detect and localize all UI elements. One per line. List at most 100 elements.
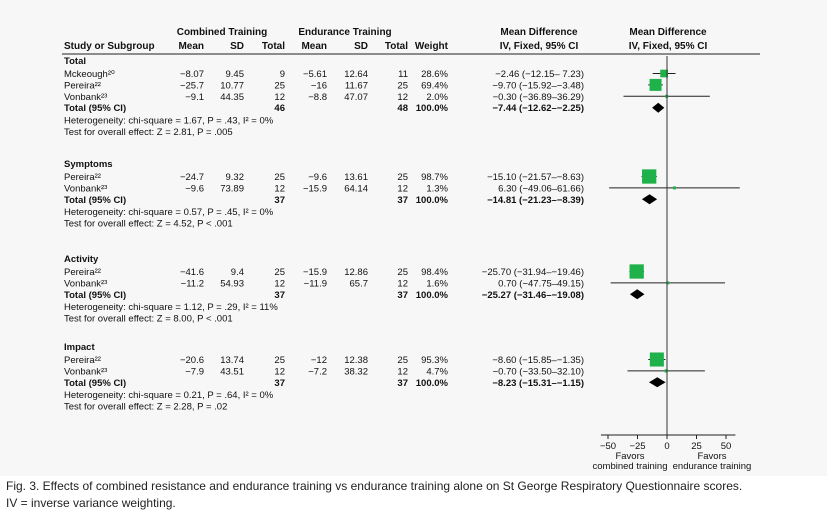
study-label: Pereira²²: [64, 80, 101, 91]
study-square: [672, 186, 676, 190]
header-weight: Weight: [415, 41, 449, 52]
endurance-mean: −9.6: [308, 172, 327, 183]
total-ci: −14.81 (−21.23–−8.39): [487, 195, 584, 206]
table-rows: Total Mckeough²⁰ −8.07 9.45 9 −5.61 12.64 11 28.…: [64, 56, 584, 413]
heterogeneity-text: Heterogeneity: chi-square = 1.12, P = .2…: [64, 302, 278, 313]
endurance-sd: 11.67: [345, 80, 368, 91]
endurance-total: 12: [397, 278, 408, 289]
combined-total: 25: [274, 80, 285, 91]
plot-marks: [609, 56, 740, 435]
overall-effect-text: Test for overall effect: Z = 2.28, P = .…: [64, 402, 227, 413]
total-weight: 100.0%: [416, 195, 449, 206]
endurance-sd: 13.61: [344, 172, 368, 183]
study-label: Pereira²²: [64, 267, 101, 278]
endurance-mean: −5.61: [303, 69, 327, 80]
study-ci: −25.70 (−31.94–−19.46): [482, 267, 584, 278]
study-label: Vonbank²³: [64, 366, 107, 377]
header-e-sd: SD: [354, 41, 368, 52]
endurance-total: 12: [397, 183, 408, 194]
study-ci: 6.30 (−49.06–61.66): [498, 183, 584, 194]
caption-line-2: IV = inverse variance weighting.: [6, 496, 176, 510]
pooled-diamond: [648, 377, 666, 388]
study-label: Vonbank²³: [64, 278, 107, 289]
combined-total: 25: [274, 267, 285, 278]
combined-sd: 13.74: [220, 355, 244, 366]
combined-mean: −25.7: [180, 80, 204, 91]
favors-left-label: Favors: [615, 451, 644, 462]
header-study: Study or Subgroup: [64, 41, 155, 52]
endurance-sd: 64.14: [344, 183, 368, 194]
total-ci: −7.44 (−12.62–−2.25): [492, 103, 584, 114]
study-weight: 69.4%: [421, 80, 448, 91]
total-label: Total (95% CI): [64, 195, 126, 206]
total-endurance-n: 37: [397, 290, 408, 301]
endurance-total: 25: [397, 355, 408, 366]
header-mean-difference-2: Mean Difference: [629, 27, 707, 38]
combined-mean: −8.07: [180, 69, 204, 80]
study-weight: 98.4%: [421, 267, 448, 278]
study-label: Mckeough²⁰: [64, 69, 115, 80]
caption-line-1: Fig. 3. Effects of combined resistance a…: [6, 479, 743, 493]
total-ci: −8.23 (−15.31–−1.15): [492, 378, 584, 389]
header-combined: Combined Training: [177, 27, 268, 38]
combined-sd: 54.93: [220, 278, 244, 289]
header-endurance: Endurance Training: [298, 27, 391, 38]
combined-mean: −24.7: [180, 172, 204, 183]
total-label: Total (95% CI): [64, 378, 126, 389]
favors-right-label: Favors: [697, 451, 726, 462]
header-c-total: Total: [262, 41, 285, 52]
pooled-diamond: [641, 194, 658, 205]
overall-effect-text: Test for overall effect: Z = 8.00, P < .…: [64, 314, 233, 325]
total-weight: 100.0%: [416, 290, 449, 301]
total-ci: −25.27 (−31.46–−19.08): [482, 290, 584, 301]
study-label: Pereira²²: [64, 172, 101, 183]
combined-mean: −20.6: [180, 355, 204, 366]
combined-sd: 10.77: [220, 80, 244, 91]
heterogeneity-text: Heterogeneity: chi-square = 0.21, P = .6…: [64, 390, 274, 401]
combined-total: 12: [274, 183, 285, 194]
group-heading: Activity: [64, 254, 99, 265]
header-e-mean: Mean: [301, 41, 327, 52]
endurance-sd: 12.64: [344, 69, 368, 80]
study-weight: 95.3%: [421, 355, 448, 366]
combined-sd: 9.32: [226, 172, 245, 183]
endurance-mean: −11.9: [304, 278, 327, 289]
endurance-total: 25: [397, 267, 408, 278]
favors-right-label: endurance training: [673, 461, 752, 472]
study-ci: −8.60 (−15.85–−1.35): [492, 355, 584, 366]
axis-tick-label: −50: [600, 441, 616, 452]
endurance-sd: 47.07: [344, 92, 368, 103]
combined-mean: −41.6: [180, 267, 204, 278]
total-combined-n: 37: [274, 378, 285, 389]
study-weight: 98.7%: [421, 172, 448, 183]
combined-mean: −9.6: [185, 183, 204, 194]
study-label: Vonbank²³: [64, 92, 107, 103]
combined-total: 12: [274, 366, 285, 377]
combined-sd: 44.35: [220, 92, 244, 103]
endurance-total: 25: [397, 172, 408, 183]
favors-left-label: combined training: [593, 461, 668, 472]
axis-tick-label: 50: [721, 441, 732, 452]
axis-tick-label: −25: [629, 441, 645, 452]
combined-total: 12: [274, 278, 285, 289]
group-heading: Symptoms: [64, 159, 113, 170]
endurance-sd: 12.86: [344, 267, 368, 278]
header-method-2: IV, Fixed, 95% CI: [629, 41, 708, 52]
combined-sd: 9.45: [226, 69, 245, 80]
study-ci: −15.10 (−21.57–−8.63): [487, 172, 584, 183]
overall-effect-text: Test for overall effect: Z = 2.81, P = .…: [64, 127, 233, 138]
heterogeneity-text: Heterogeneity: chi-square = 0.57, P = .4…: [64, 207, 274, 218]
heterogeneity-text: Heterogeneity: chi-square = 1.67, P = .4…: [64, 116, 274, 127]
study-square: [664, 369, 668, 373]
total-endurance-n: 48: [397, 103, 408, 114]
endurance-total: 12: [397, 92, 408, 103]
endurance-sd: 65.7: [350, 278, 369, 289]
study-weight: 1.6%: [426, 278, 448, 289]
total-weight: 100.0%: [416, 378, 449, 389]
combined-total: 25: [274, 355, 285, 366]
pooled-diamond: [629, 289, 645, 300]
study-square: [660, 69, 668, 78]
combined-total: 9: [280, 69, 285, 80]
study-label: Pereira²²: [64, 355, 101, 366]
figure-caption: Fig. 3. Effects of combined resistance a…: [6, 478, 821, 512]
